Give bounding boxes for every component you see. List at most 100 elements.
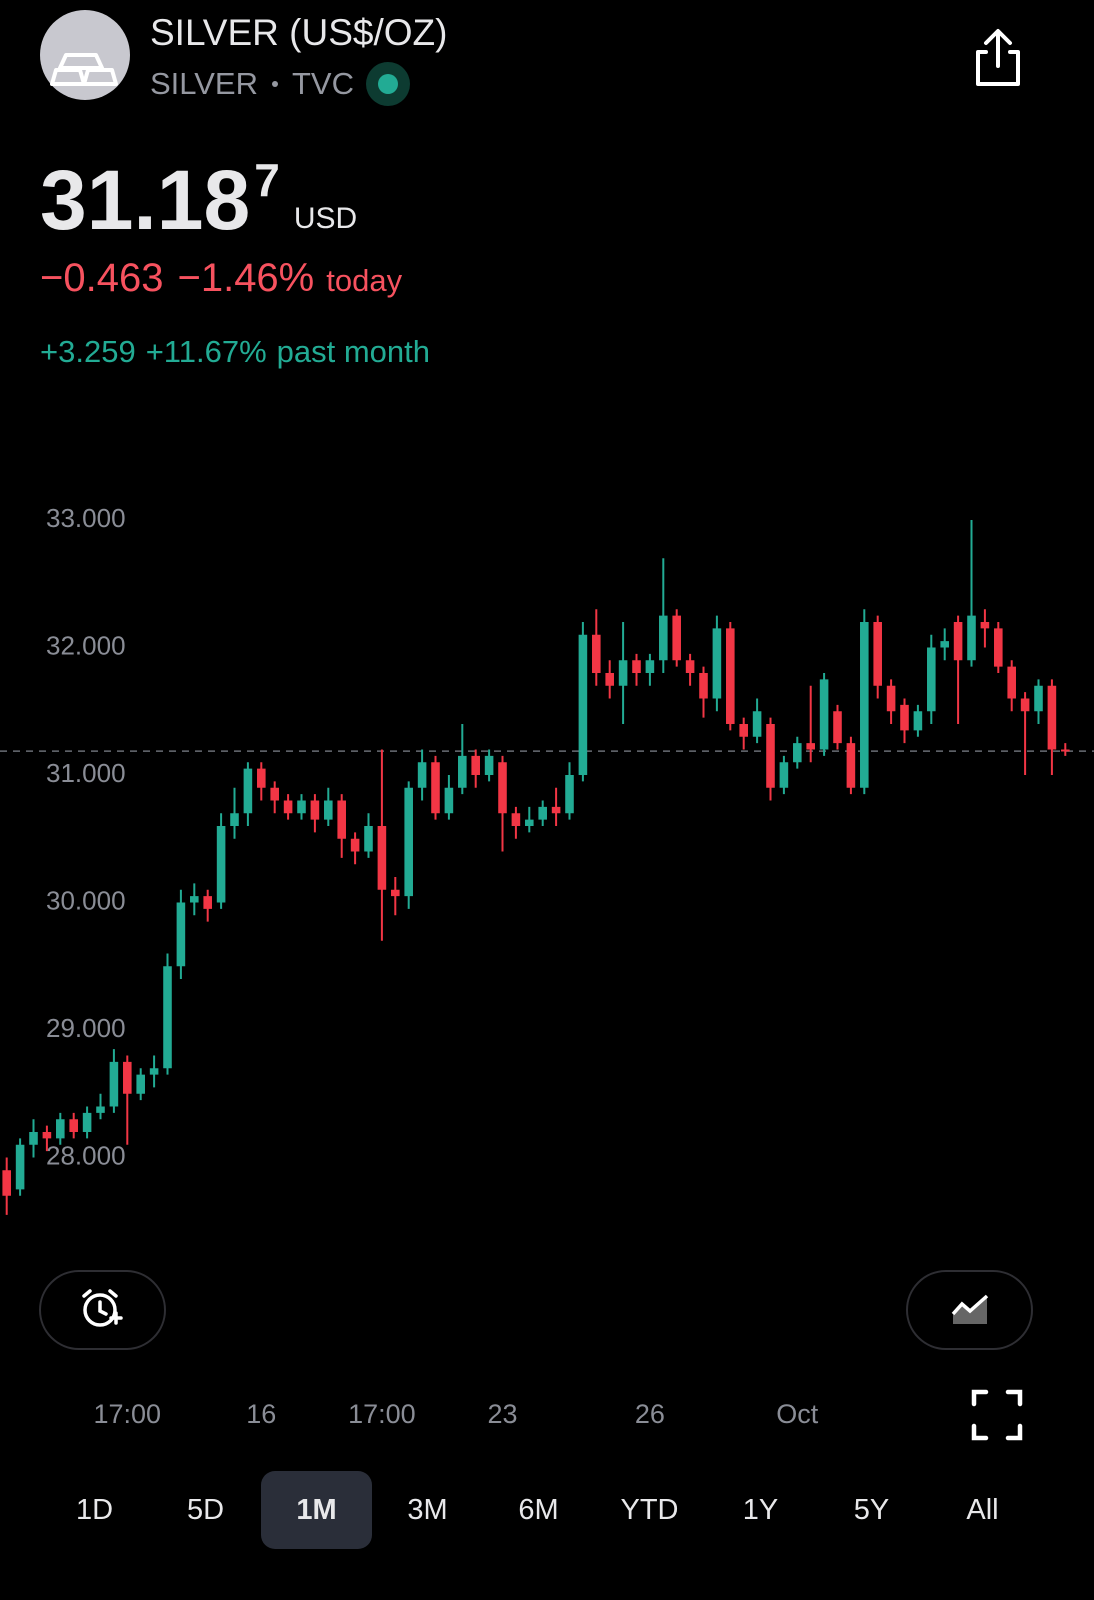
candle-body	[685, 660, 695, 673]
change-period: today	[326, 263, 403, 298]
candle-body	[350, 838, 360, 852]
currency: USD	[293, 202, 358, 235]
candle-body	[913, 711, 923, 731]
candle-body	[726, 628, 735, 724]
range-button[interactable]: 1Y	[742, 1493, 779, 1526]
candle-body	[136, 1074, 145, 1094]
candle-body	[29, 1132, 38, 1145]
candle-body	[953, 622, 963, 661]
candle-body	[2, 1170, 11, 1196]
subtitle: SILVER TVC	[150, 62, 410, 106]
candle-body	[994, 628, 1003, 667]
candle-body	[940, 641, 949, 648]
share-icon[interactable]	[976, 29, 1020, 86]
month-change: +3.259	[40, 334, 136, 369]
symbol: SILVER	[150, 66, 258, 101]
candle-body	[310, 800, 320, 820]
market-status	[365, 62, 410, 106]
candle-body	[793, 743, 802, 763]
candle-body	[377, 826, 387, 890]
range-button[interactable]: YTD	[620, 1493, 679, 1526]
price-last-digit: 7	[254, 154, 280, 206]
candle-body	[551, 806, 561, 814]
range-bar: 1D 5D 1M 3M 6M YTD 1Y 5Y All	[39, 1471, 1094, 1549]
candle-body	[176, 902, 186, 967]
y-tick-label: 32.000	[46, 630, 126, 660]
range-button[interactable]: 1M	[261, 1471, 372, 1549]
candle-body	[927, 647, 936, 712]
candle-body	[766, 724, 775, 788]
candle-body	[42, 1132, 52, 1139]
y-tick-label: 29.000	[46, 1013, 126, 1043]
range-button[interactable]: All	[966, 1493, 999, 1526]
candle-body	[391, 889, 400, 897]
x-tick-label: Oct	[776, 1399, 819, 1429]
candle-body	[752, 711, 762, 737]
month-change-pct: +11.67%	[145, 334, 267, 369]
candle-body	[324, 800, 333, 820]
candle-body	[900, 704, 909, 731]
candle-body	[417, 762, 427, 788]
candle-body	[243, 768, 253, 814]
y-tick-label: 30.000	[46, 885, 126, 915]
x-tick-label: 17:00	[348, 1399, 416, 1429]
range-button[interactable]: 5D	[186, 1493, 225, 1526]
candle-body	[967, 615, 976, 661]
candle-body	[980, 622, 990, 629]
x-tick-label: 26	[635, 1399, 665, 1429]
candle-body	[444, 787, 454, 814]
candle-body	[69, 1119, 78, 1132]
indicator-button[interactable]	[906, 1270, 1033, 1350]
candle-body	[1034, 685, 1043, 712]
candle-body	[860, 622, 869, 788]
candle-body	[739, 724, 748, 737]
candle-body	[819, 679, 829, 750]
candle-body	[458, 755, 467, 788]
title: SILVER (US$/OZ)	[150, 12, 448, 53]
candle-body	[672, 615, 681, 661]
candle-body	[779, 762, 789, 788]
candle-body	[712, 628, 722, 699]
y-tick-label: 33.000	[46, 503, 126, 533]
candle-body	[337, 800, 346, 839]
candle-body	[699, 673, 708, 699]
candle-body	[886, 685, 896, 712]
candle-body	[82, 1112, 92, 1132]
range-button[interactable]: 3M	[407, 1493, 448, 1526]
change: −0.463	[40, 256, 164, 300]
candle-body	[109, 1061, 119, 1107]
candle-body	[565, 775, 574, 814]
change-row: −0.463 −1.46% today	[40, 256, 402, 301]
candle-body	[283, 800, 293, 814]
candle-body	[257, 768, 266, 788]
range-button[interactable]: 6M	[518, 1493, 559, 1526]
range-button[interactable]: 1D	[75, 1493, 114, 1526]
candle-body	[190, 896, 199, 903]
candle-body	[297, 800, 306, 814]
range-button[interactable]: 5Y	[853, 1493, 890, 1526]
candle-body	[605, 673, 614, 686]
candle-body	[1061, 749, 1070, 752]
y-tick-label: 31.000	[46, 758, 126, 788]
separator	[271, 81, 278, 87]
month-change-row: +3.259 +11.67% past month	[40, 334, 430, 370]
x-tick-label: 16	[246, 1399, 276, 1429]
month-period: past month	[276, 334, 431, 369]
candle-body	[498, 762, 507, 814]
fullscreen-icon[interactable]	[971, 1389, 1023, 1441]
alert-icon	[82, 1289, 123, 1327]
change-pct: −1.46%	[177, 256, 315, 300]
candle-body	[471, 755, 480, 775]
alert-button[interactable]	[39, 1270, 166, 1350]
x-tick-label: 17:00	[94, 1399, 162, 1429]
candle-body	[230, 813, 239, 826]
candle-body	[538, 806, 547, 820]
candle-body	[873, 622, 882, 686]
candle-body	[578, 634, 588, 775]
indicator-icon	[951, 1294, 989, 1324]
candle-body	[1047, 685, 1057, 750]
candle-body	[618, 660, 628, 686]
candle-body	[431, 762, 440, 814]
candle-body	[56, 1119, 65, 1139]
